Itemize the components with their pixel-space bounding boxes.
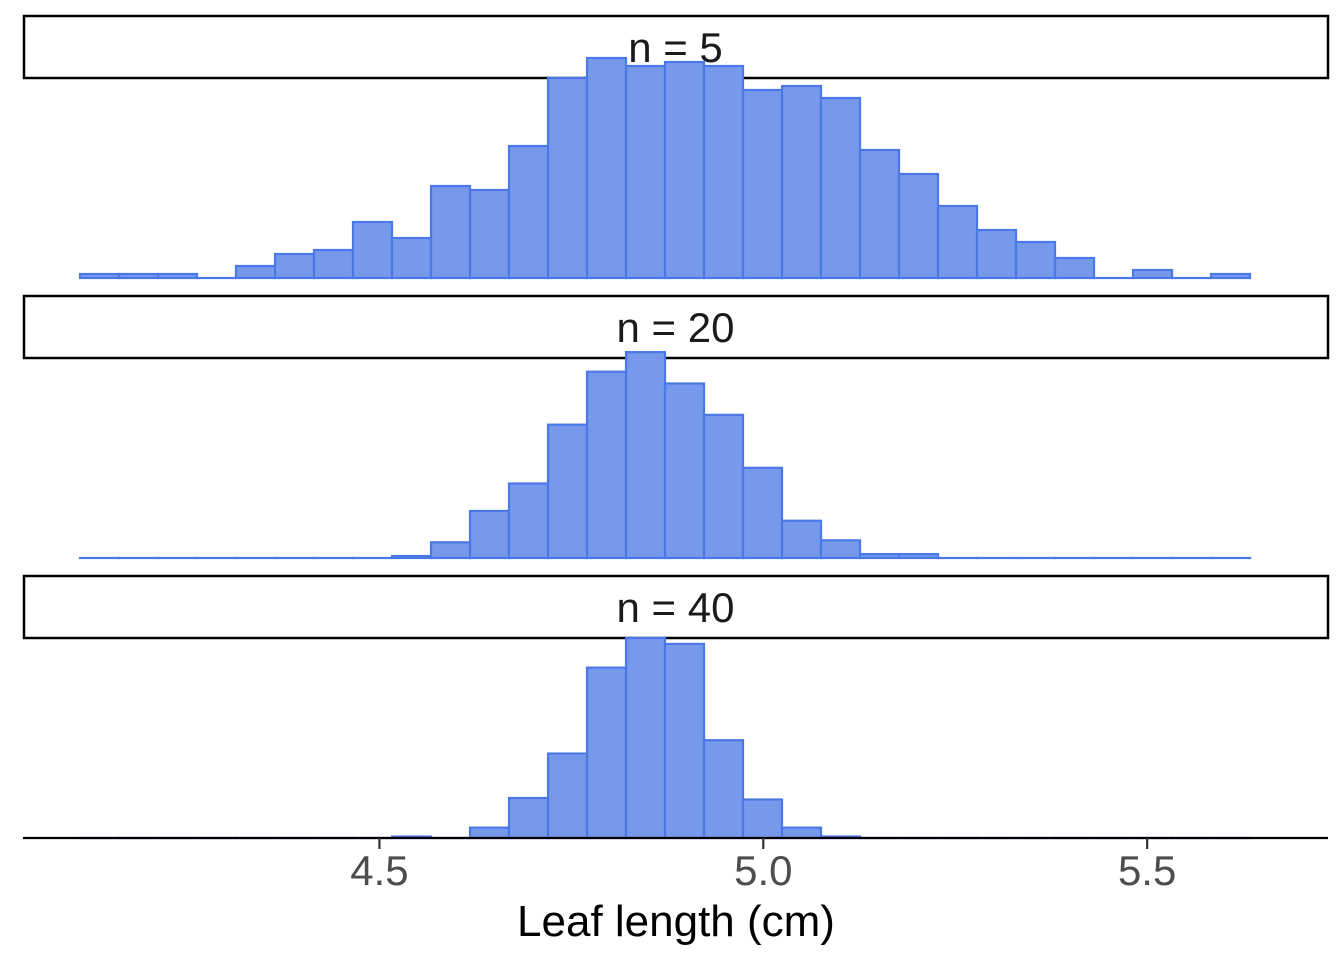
- x-tick-label: 5.0: [734, 847, 792, 894]
- histogram-bar: [156, 272, 199, 280]
- histogram-bar: [624, 64, 667, 280]
- histogram-bar: [117, 272, 160, 280]
- histogram-bar: [624, 351, 667, 560]
- histogram-bar: [897, 552, 940, 560]
- histogram-bar: [351, 220, 394, 280]
- x-axis-title: Leaf length (cm): [517, 897, 835, 946]
- facet-strip: [22, 294, 1330, 360]
- histogram-bar: [468, 509, 511, 560]
- histogram-bar: [468, 826, 511, 840]
- histogram-bar: [429, 541, 472, 560]
- histogram-bar: [975, 228, 1018, 280]
- histogram-bar: [663, 60, 706, 280]
- facet-panel: n = 40: [22, 574, 1330, 840]
- histogram-bar: [1053, 256, 1096, 280]
- x-tick-label: 4.5: [350, 847, 408, 894]
- histogram-bar: [819, 96, 862, 280]
- histogram-bar: [702, 413, 745, 560]
- facet-strip: [22, 574, 1330, 640]
- facet-panel: n = 5: [22, 14, 1330, 280]
- histogram-bar: [585, 56, 628, 280]
- histogram-bar: [741, 798, 784, 840]
- histogram-bar: [429, 184, 472, 280]
- histogram-bar: [234, 264, 277, 280]
- histogram-bar: [507, 144, 550, 280]
- histogram-bar: [585, 370, 628, 560]
- histogram-bar: [780, 84, 823, 280]
- x-axis: 4.5 5.0 5.5: [23, 836, 1328, 894]
- histogram-bar: [390, 554, 433, 560]
- histogram-bar: [663, 642, 706, 840]
- histogram-bar: [507, 796, 550, 840]
- histogram-bar: [273, 252, 316, 280]
- histogram-bar: [507, 482, 550, 560]
- histogram-bar: [585, 666, 628, 840]
- histogram-bar: [624, 636, 667, 840]
- histogram-bar: [312, 248, 355, 280]
- histogram-bar: [780, 519, 823, 560]
- histogram-bar: [663, 382, 706, 560]
- facet-panels: n = 5 n = 20 n = 40: [22, 14, 1330, 840]
- histogram-bar: [546, 76, 589, 280]
- histogram-bar: [702, 739, 745, 840]
- histogram-bar: [897, 172, 940, 280]
- histogram-bar: [780, 826, 823, 840]
- histogram-bar: [1131, 268, 1174, 280]
- histogram-bar: [741, 88, 784, 280]
- histogram-bar: [858, 148, 901, 280]
- histogram-bar: [858, 552, 901, 560]
- histogram-bar: [1209, 272, 1252, 280]
- histogram-bar: [390, 236, 433, 280]
- histogram-bar: [78, 272, 121, 280]
- histogram-bar: [936, 204, 979, 280]
- histogram-bar: [468, 188, 511, 280]
- facet-strip-label: n = 40: [617, 584, 735, 631]
- histogram-bar: [819, 539, 862, 560]
- histogram-bar: [546, 752, 589, 840]
- histogram-bar: [546, 423, 589, 560]
- facet-strip-label: n = 20: [617, 304, 735, 351]
- x-tick-label: 5.5: [1118, 847, 1176, 894]
- facet-panel: n = 20: [22, 294, 1330, 560]
- histogram-bar: [741, 466, 784, 560]
- histogram-bar: [1014, 240, 1057, 280]
- histogram-bar: [702, 64, 745, 280]
